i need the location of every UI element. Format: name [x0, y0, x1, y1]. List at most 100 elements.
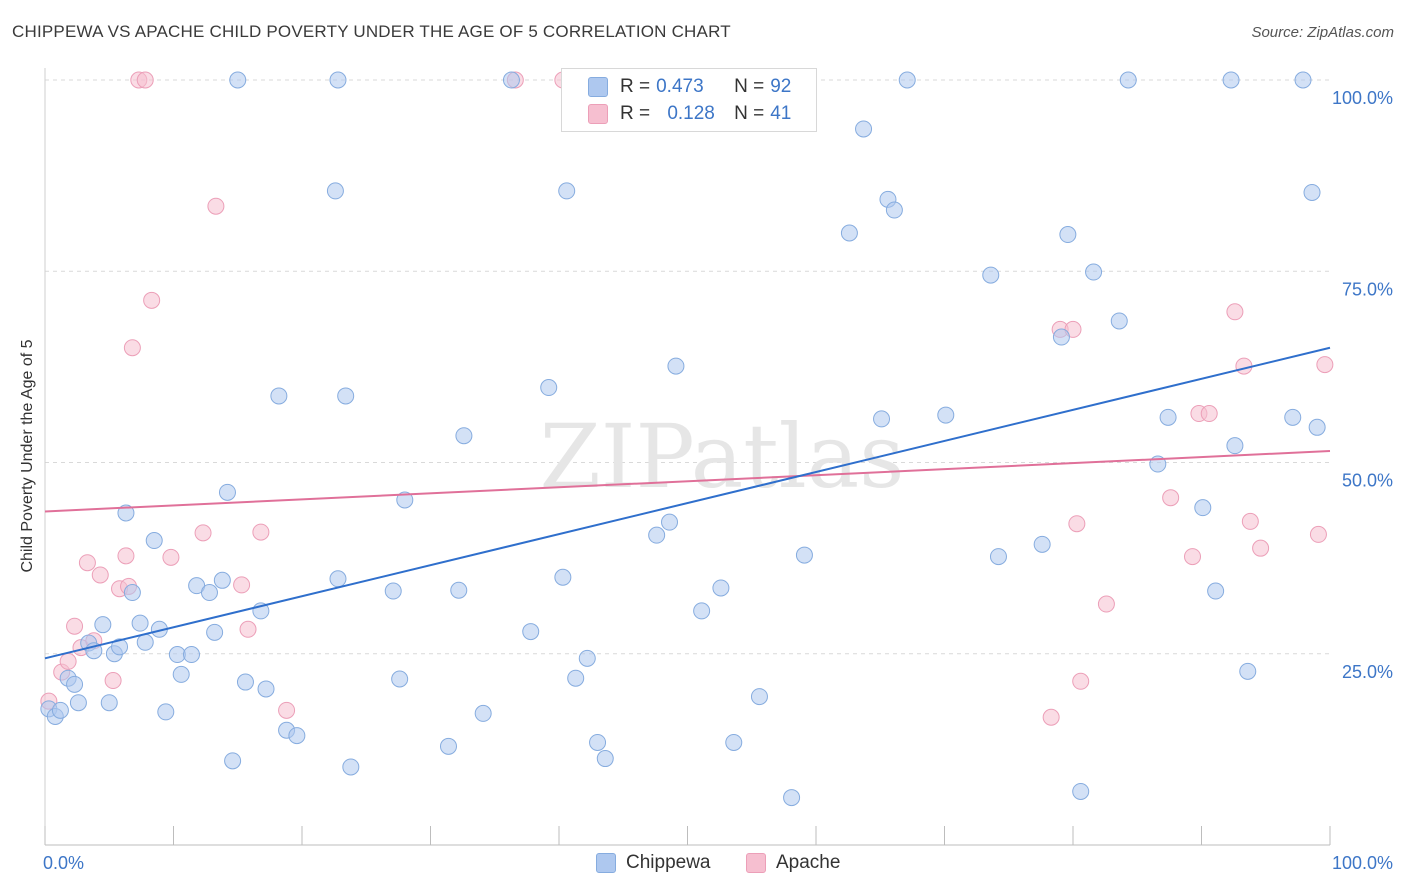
apache-point — [59, 652, 77, 670]
chippewa-point — [667, 357, 685, 375]
apache-point — [162, 548, 180, 566]
n-label: N = — [734, 76, 765, 97]
chippewa-point — [117, 504, 135, 522]
apache-point — [136, 71, 154, 89]
chippewa-point — [474, 704, 492, 722]
chippewa-point — [554, 568, 572, 586]
apache-point — [91, 566, 109, 584]
chippewa-point — [51, 701, 69, 719]
apache-point — [1235, 357, 1253, 375]
r-value: 0.473 — [656, 76, 704, 97]
chippewa-point — [855, 120, 873, 138]
chippewa-point — [540, 379, 558, 397]
chart-title: CHIPPEWA VS APACHE CHILD POVERTY UNDER T… — [12, 22, 731, 41]
chippewa-point — [342, 758, 360, 776]
chippewa-legend-label: Chippewa — [626, 852, 711, 873]
chippewa-point — [937, 406, 955, 424]
chippewa-point — [589, 733, 607, 751]
apache-legend-swatch — [746, 853, 766, 873]
y-tick-label: 100.0% — [1332, 88, 1393, 108]
chippewa-point — [1052, 328, 1070, 346]
chippewa-point — [157, 703, 175, 721]
chippewa-points — [40, 71, 1326, 807]
apache-point — [278, 701, 296, 719]
chippewa-point — [94, 616, 112, 634]
chippewa-point — [873, 410, 891, 428]
apache-point — [207, 197, 225, 215]
chippewa-point — [224, 752, 242, 770]
chippewa-point — [502, 71, 520, 89]
chippewa-point — [450, 581, 468, 599]
tick-labels: 25.0% 50.0% 75.0% 100.0% 0.0% 100.0% — [43, 88, 1393, 873]
y-tick-label: 50.0% — [1342, 471, 1393, 491]
chippewa-point — [522, 623, 540, 641]
source-label: Source: ZipAtlas.com — [1251, 24, 1394, 41]
chippewa-point — [1085, 263, 1103, 281]
chippewa-point — [329, 71, 347, 89]
chippewa-point — [200, 584, 218, 602]
x-tick-label: 0.0% — [43, 853, 84, 873]
chippewa-point — [898, 71, 916, 89]
chippewa-point — [1033, 535, 1051, 553]
chippewa-point — [1308, 418, 1326, 436]
n-value: 41 — [770, 103, 792, 124]
apache-point — [194, 524, 212, 542]
apache-point — [1252, 539, 1270, 557]
chippewa-point — [1294, 71, 1312, 89]
chippewa-point — [1059, 226, 1077, 244]
chippewa-point — [1303, 183, 1321, 201]
chippewa-point — [661, 513, 679, 531]
chippewa-point — [136, 633, 154, 651]
chippewa-point — [725, 733, 743, 751]
apache-point — [78, 554, 96, 572]
apache-point — [1162, 489, 1180, 507]
apache-point — [66, 617, 84, 635]
chippewa-swatch — [588, 77, 608, 97]
apache-point — [1068, 515, 1086, 533]
chippewa-point — [69, 694, 87, 712]
chippewa-point — [131, 614, 149, 632]
x-tick-label: 100.0% — [1332, 853, 1393, 873]
chippewa-point — [257, 680, 275, 698]
chippewa-point — [982, 266, 1000, 284]
r-value: 0.128 — [667, 103, 715, 124]
apache-points — [40, 71, 1334, 726]
chippewa-point — [391, 670, 409, 688]
chippewa-point — [168, 646, 186, 664]
apache-point — [1309, 525, 1327, 543]
chippewa-point — [206, 623, 224, 641]
chippewa-point — [384, 582, 402, 600]
apache-point — [117, 547, 135, 565]
chippewa-point — [329, 570, 347, 588]
chippewa-point — [795, 546, 813, 564]
legend-item-apache: Apache — [746, 852, 840, 874]
apache-point — [252, 523, 270, 541]
chippewa-point — [1226, 437, 1244, 455]
chippewa-point — [578, 649, 596, 667]
chippewa-point — [1119, 71, 1137, 89]
chippewa-point — [236, 673, 254, 691]
apache-point — [143, 291, 161, 309]
n-value: 92 — [770, 76, 792, 97]
chippewa-point — [567, 669, 585, 687]
chippewa-point — [100, 694, 118, 712]
apache-point — [104, 672, 122, 690]
chippewa-point — [693, 602, 711, 620]
chippewa-point — [712, 579, 730, 597]
apache-point — [233, 576, 251, 594]
correlation-legend: R = 0.473 N = 92 R = 0.128 N = 41 — [561, 68, 817, 132]
apache-swatch — [588, 104, 608, 124]
chippewa-point — [229, 71, 247, 89]
chippewa-trend-line — [44, 346, 1331, 660]
chippewa-point — [558, 182, 576, 200]
chippewa-point — [1110, 312, 1128, 330]
chippewa-point — [885, 201, 903, 219]
apache-point — [123, 339, 141, 357]
chippewa-point — [326, 182, 344, 200]
chippewa-point — [750, 688, 768, 706]
y-tick-label: 75.0% — [1342, 279, 1393, 299]
chippewa-point — [1072, 782, 1090, 800]
n-label: N = — [734, 103, 765, 124]
chippewa-point — [66, 675, 84, 693]
